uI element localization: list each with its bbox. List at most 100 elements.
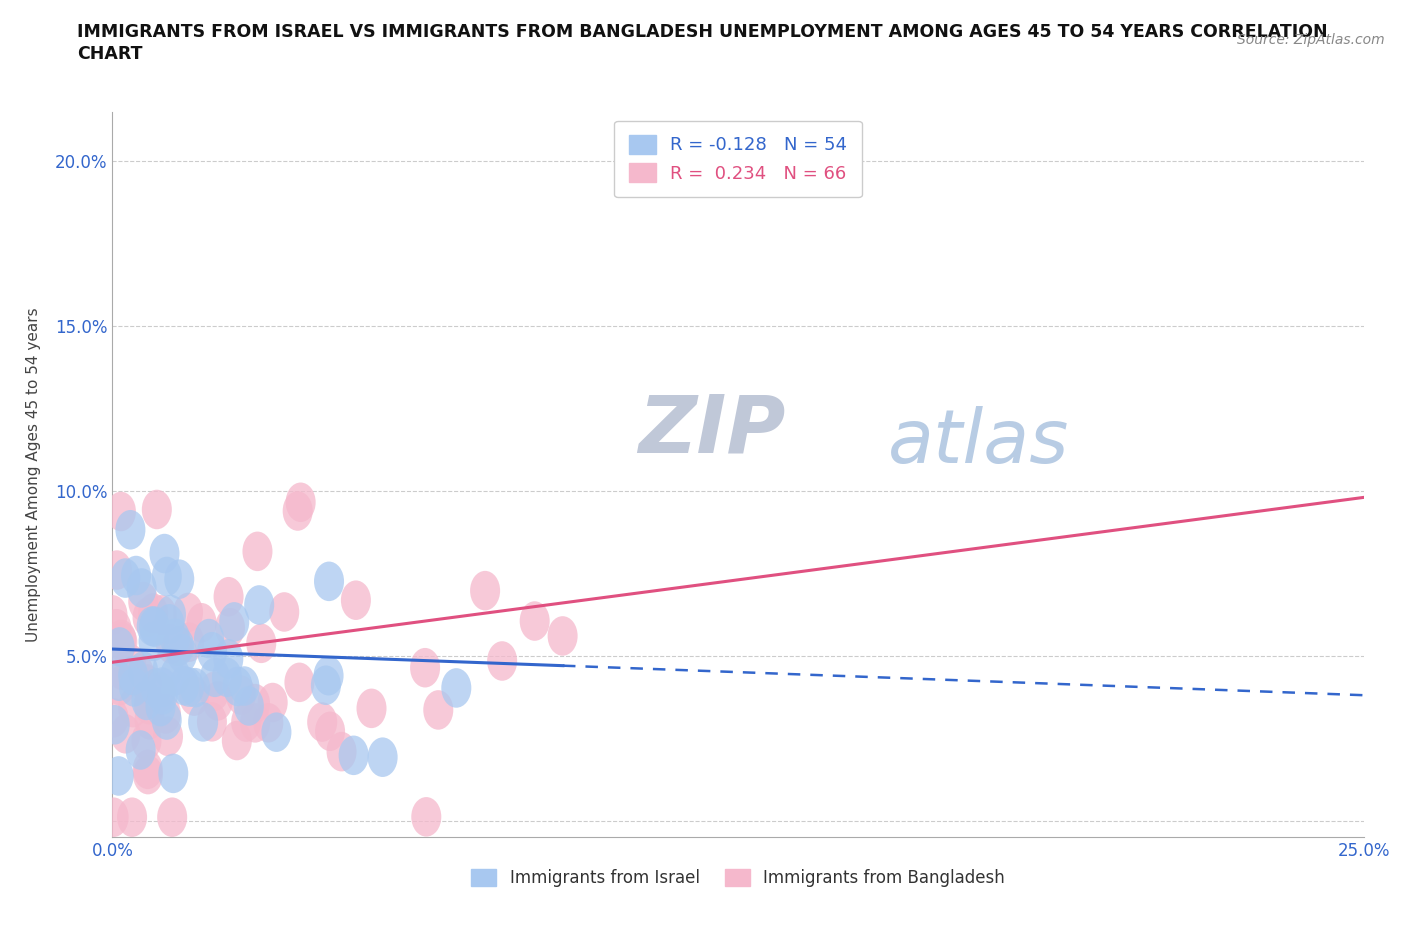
Ellipse shape (101, 609, 132, 648)
Ellipse shape (135, 700, 165, 739)
Ellipse shape (111, 714, 141, 753)
Ellipse shape (214, 639, 243, 679)
Ellipse shape (107, 619, 136, 659)
Ellipse shape (98, 797, 129, 837)
Ellipse shape (202, 681, 233, 721)
Ellipse shape (110, 558, 141, 598)
Ellipse shape (152, 557, 181, 596)
Ellipse shape (115, 510, 145, 550)
Ellipse shape (174, 668, 204, 707)
Ellipse shape (284, 662, 315, 702)
Ellipse shape (262, 712, 291, 752)
Ellipse shape (131, 681, 162, 720)
Ellipse shape (131, 721, 162, 761)
Ellipse shape (118, 688, 148, 727)
Ellipse shape (104, 756, 134, 796)
Text: CHART: CHART (77, 45, 143, 62)
Ellipse shape (165, 627, 194, 666)
Ellipse shape (357, 688, 387, 728)
Ellipse shape (339, 736, 368, 775)
Ellipse shape (340, 580, 371, 620)
Ellipse shape (104, 627, 135, 667)
Ellipse shape (97, 595, 128, 634)
Ellipse shape (157, 797, 187, 837)
Ellipse shape (131, 664, 162, 704)
Ellipse shape (314, 656, 343, 696)
Ellipse shape (139, 606, 169, 645)
Ellipse shape (145, 687, 176, 726)
Ellipse shape (156, 595, 186, 634)
Ellipse shape (412, 797, 441, 837)
Ellipse shape (163, 627, 193, 666)
Ellipse shape (139, 607, 170, 647)
Ellipse shape (212, 658, 242, 698)
Ellipse shape (148, 675, 177, 714)
Ellipse shape (136, 606, 167, 646)
Ellipse shape (152, 700, 181, 740)
Ellipse shape (146, 672, 176, 712)
Ellipse shape (547, 617, 578, 656)
Ellipse shape (100, 705, 129, 745)
Ellipse shape (107, 650, 136, 690)
Ellipse shape (240, 684, 270, 724)
Ellipse shape (160, 656, 190, 696)
Text: IMMIGRANTS FROM ISRAEL VS IMMIGRANTS FROM BANGLADESH UNEMPLOYMENT AMONG AGES 45 : IMMIGRANTS FROM ISRAEL VS IMMIGRANTS FRO… (77, 23, 1327, 41)
Ellipse shape (285, 483, 316, 522)
Ellipse shape (233, 686, 264, 725)
Ellipse shape (155, 604, 184, 644)
Ellipse shape (146, 668, 177, 707)
Ellipse shape (160, 618, 190, 658)
Ellipse shape (200, 658, 231, 698)
Ellipse shape (107, 622, 138, 662)
Ellipse shape (121, 556, 150, 595)
Ellipse shape (188, 702, 218, 742)
Ellipse shape (242, 532, 273, 571)
Ellipse shape (104, 661, 134, 701)
Ellipse shape (150, 694, 181, 734)
Ellipse shape (315, 711, 344, 751)
Ellipse shape (173, 592, 202, 632)
Ellipse shape (222, 667, 253, 706)
Ellipse shape (156, 624, 186, 664)
Ellipse shape (132, 598, 163, 637)
Ellipse shape (179, 676, 209, 716)
Ellipse shape (139, 621, 169, 661)
Ellipse shape (101, 551, 132, 590)
Ellipse shape (229, 666, 259, 706)
Text: ZIP: ZIP (638, 392, 786, 470)
Ellipse shape (257, 683, 288, 723)
Text: Source: ZipAtlas.com: Source: ZipAtlas.com (1237, 33, 1385, 46)
Ellipse shape (169, 666, 200, 706)
Ellipse shape (153, 717, 183, 756)
Ellipse shape (253, 703, 284, 742)
Ellipse shape (231, 702, 262, 742)
Ellipse shape (174, 622, 204, 662)
Ellipse shape (117, 797, 148, 837)
Ellipse shape (159, 753, 188, 793)
Ellipse shape (222, 721, 252, 761)
Ellipse shape (240, 703, 270, 743)
Ellipse shape (226, 675, 256, 715)
Ellipse shape (197, 702, 226, 741)
Ellipse shape (153, 648, 183, 688)
Ellipse shape (314, 562, 344, 601)
Ellipse shape (98, 698, 128, 737)
Ellipse shape (149, 534, 180, 573)
Ellipse shape (200, 671, 229, 711)
Ellipse shape (423, 690, 453, 730)
Ellipse shape (311, 666, 340, 705)
Ellipse shape (246, 623, 276, 663)
Ellipse shape (245, 585, 274, 625)
Ellipse shape (128, 651, 157, 691)
Ellipse shape (219, 602, 249, 642)
Ellipse shape (269, 592, 299, 631)
Ellipse shape (470, 571, 501, 610)
Ellipse shape (520, 602, 550, 641)
Ellipse shape (165, 560, 194, 599)
Ellipse shape (134, 755, 163, 794)
Ellipse shape (128, 582, 159, 621)
Ellipse shape (105, 666, 135, 706)
Ellipse shape (441, 668, 471, 708)
Ellipse shape (187, 603, 217, 643)
Ellipse shape (118, 656, 148, 696)
